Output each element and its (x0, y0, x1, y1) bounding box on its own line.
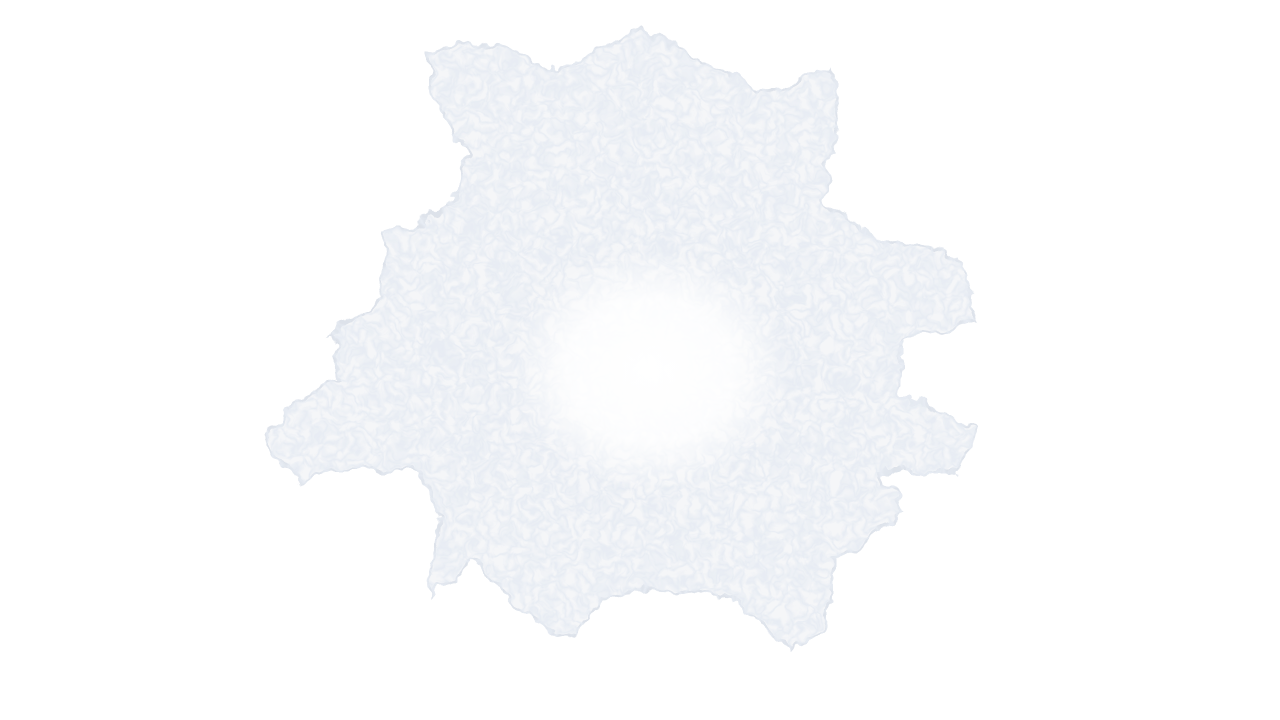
blob-core (510, 250, 790, 490)
